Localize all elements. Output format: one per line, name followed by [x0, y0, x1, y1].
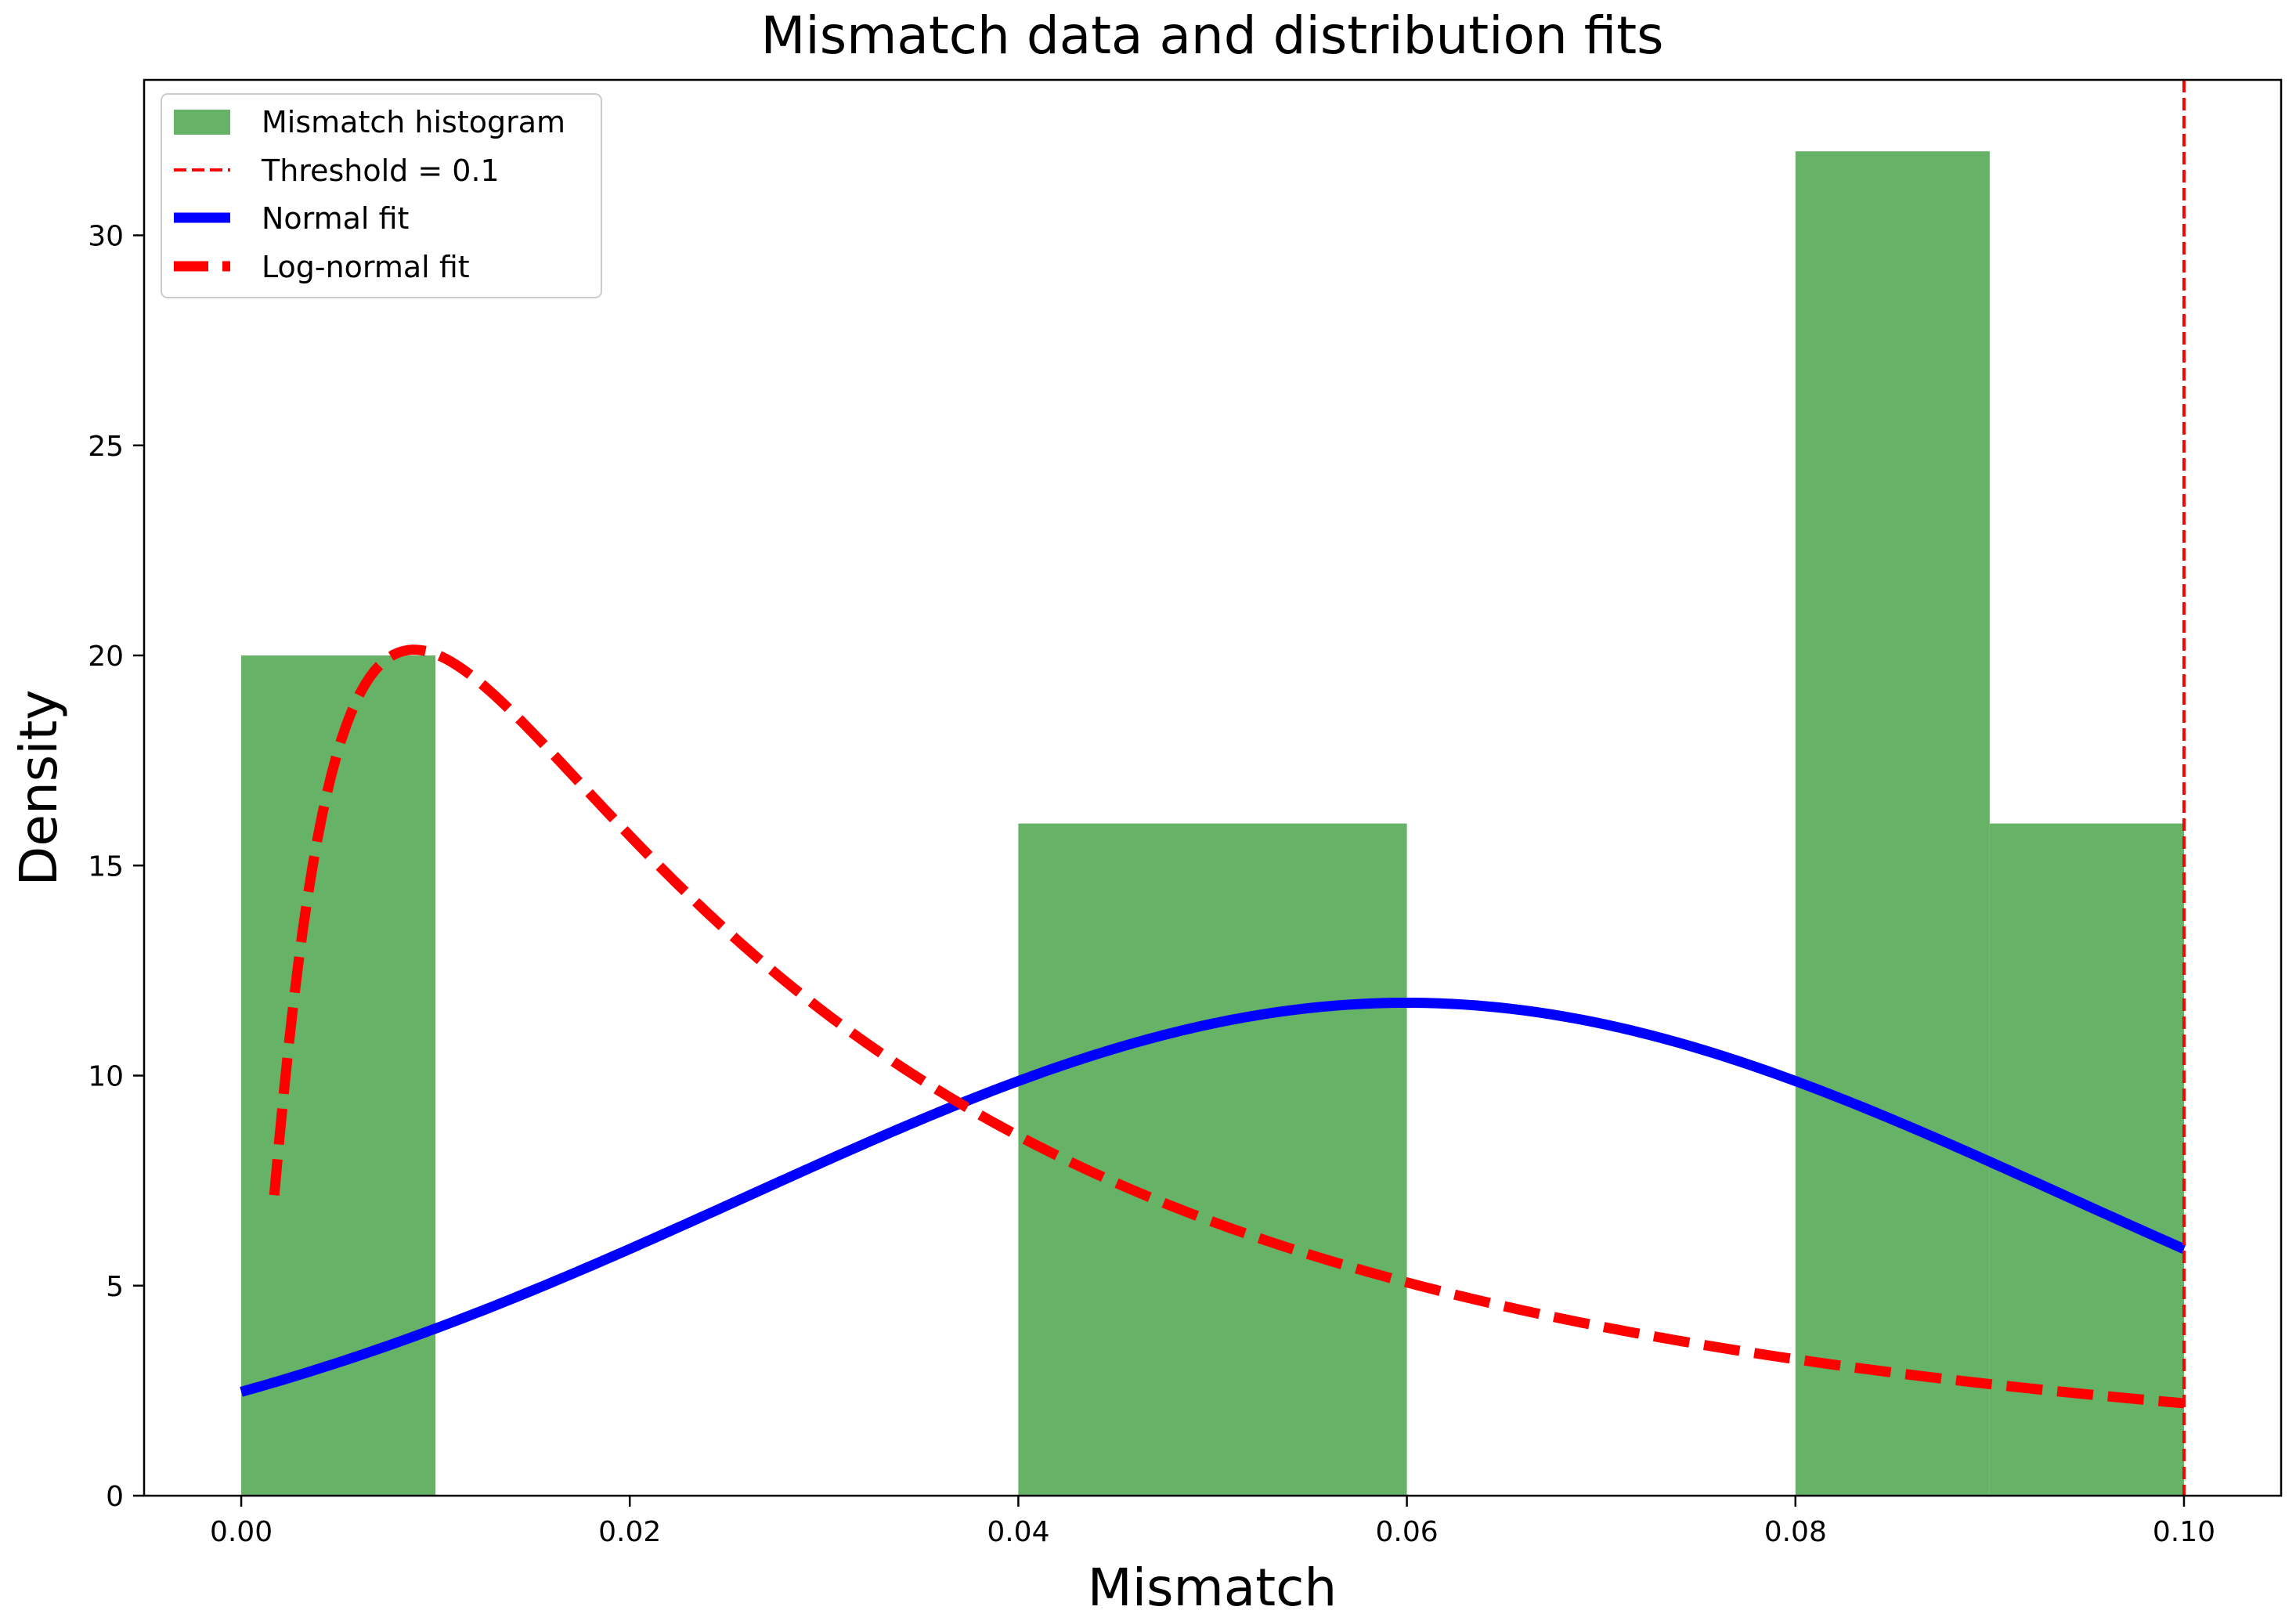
x-tick-label: 0.10 — [2153, 1516, 2215, 1548]
y-axis-ticks: 0 5 10 15 20 25 30 — [88, 221, 144, 1513]
y-tick-label: 10 — [88, 1061, 124, 1093]
x-tick-label: 0.04 — [987, 1516, 1049, 1548]
x-axis-label: Mismatch — [1088, 1558, 1337, 1618]
y-tick-label: 0 — [106, 1481, 124, 1513]
y-tick-label: 30 — [88, 221, 124, 253]
x-tick-label: 0.02 — [598, 1516, 661, 1548]
normal-fit-line — [240, 997, 2186, 1397]
lognormal-fit-line — [269, 644, 2185, 1409]
legend: Mismatch histogram Threshold = 0.1 Norma… — [161, 93, 602, 298]
y-tick-label: 25 — [88, 431, 124, 463]
x-tick-label: 0.06 — [1376, 1516, 1439, 1548]
legend-swatch-histogram — [174, 110, 230, 135]
histogram-bar-0 — [241, 655, 436, 1496]
x-tick-label: 0.08 — [1764, 1516, 1827, 1548]
legend-label-threshold: Threshold = 0.1 — [261, 153, 500, 188]
y-tick-label: 20 — [88, 641, 124, 673]
histogram-bar-5 — [1212, 823, 1407, 1496]
histogram-bar-8 — [1795, 151, 1990, 1496]
plot-frame — [143, 78, 2283, 1497]
x-axis-ticks: 0.00 0.02 0.04 0.06 0.08 0.10 — [210, 1496, 2215, 1548]
x-tick-label: 0.00 — [210, 1516, 273, 1548]
y-tick-label: 15 — [88, 850, 124, 883]
y-axis-label: Density — [9, 690, 69, 886]
legend-label-normal: Normal fit — [262, 201, 409, 236]
legend-label-lognormal: Log-normal fit — [262, 250, 470, 284]
legend-label-histogram: Mismatch histogram — [262, 105, 565, 139]
legend-box — [161, 93, 602, 298]
fit-curves — [240, 80, 2186, 1496]
y-tick-label: 5 — [106, 1271, 124, 1303]
chart-title: Mismatch data and distribution fits — [760, 5, 1663, 66]
histogram-bar-4 — [1018, 823, 1213, 1496]
